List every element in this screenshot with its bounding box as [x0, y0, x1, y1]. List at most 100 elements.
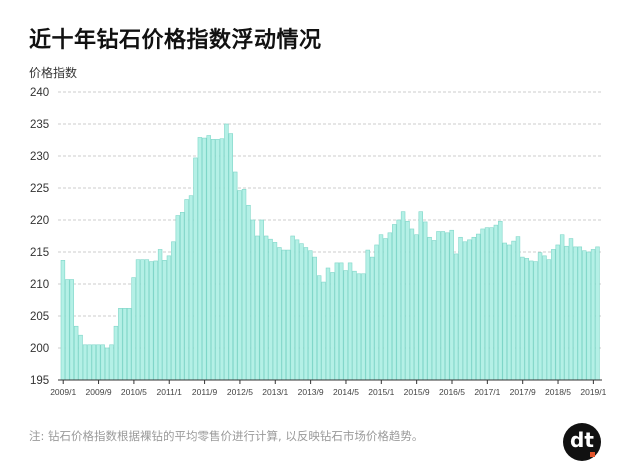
- bar: [131, 277, 136, 381]
- bar: [537, 252, 543, 381]
- bar: [184, 199, 189, 381]
- bar: [515, 236, 521, 381]
- bar: [263, 235, 269, 381]
- bar: [175, 215, 180, 381]
- x-tick-label: 2011/9: [192, 387, 218, 397]
- bar: [330, 272, 335, 381]
- x-tick-label: 2010/5: [121, 387, 147, 397]
- bars: [60, 123, 600, 381]
- bar: [202, 137, 207, 381]
- bar: [590, 249, 596, 381]
- x-axis: 2009/1 2009/9 2010/5 2011/1 2011/9 2012/5 2013…: [50, 379, 607, 397]
- logo-text: dt: [570, 428, 594, 452]
- bar: [82, 344, 88, 381]
- bar: [215, 139, 220, 381]
- bar: [69, 279, 74, 381]
- x-tick-label: 2011/1: [157, 387, 183, 397]
- bar: [228, 133, 234, 381]
- y-tick-label: 240: [30, 87, 49, 99]
- bar: [498, 220, 503, 381]
- logo-accent-icon: [590, 452, 595, 457]
- bar: [440, 231, 446, 381]
- chart-title: 近十年钻石价格指数浮动情况: [29, 28, 322, 53]
- bar: [361, 273, 366, 381]
- bar: [91, 344, 97, 381]
- y-axis-title: 价格指数: [29, 66, 78, 80]
- bar: [564, 245, 569, 381]
- y-tick-label: 220: [30, 215, 49, 227]
- bar: [586, 251, 591, 381]
- bar: [400, 211, 406, 381]
- x-tick-label: 2017/9: [510, 387, 536, 397]
- bar: [303, 247, 309, 381]
- bar: [237, 190, 242, 381]
- y-tick-label: 215: [30, 247, 49, 259]
- bar: [109, 344, 114, 381]
- x-tick-label: 2017/1: [474, 387, 500, 397]
- bar: [157, 249, 163, 381]
- y-tick-label: 195: [30, 375, 49, 387]
- bar: [140, 259, 145, 381]
- bar: [179, 212, 185, 381]
- bar: [334, 262, 340, 381]
- bar: [135, 259, 141, 381]
- bar: [524, 258, 530, 381]
- bar: [546, 259, 552, 381]
- bar: [60, 260, 66, 381]
- bar: [294, 239, 300, 381]
- bar: [100, 344, 105, 381]
- bar: [392, 224, 397, 381]
- bar: [113, 325, 119, 381]
- bar: [387, 232, 393, 381]
- bar: [286, 249, 291, 381]
- bar: [493, 224, 499, 381]
- bar: [290, 235, 295, 381]
- bar: [378, 234, 384, 381]
- bar: [210, 139, 216, 381]
- bar: [475, 233, 481, 381]
- bar: [321, 281, 326, 381]
- bar: [542, 255, 547, 381]
- y-axis-ticks: 195 200 205 210 215 220 225 230 235 240: [30, 87, 49, 387]
- x-tick-label: 2012/5: [227, 387, 253, 397]
- bar: [171, 241, 176, 381]
- bar: [520, 256, 525, 381]
- bar: [427, 236, 432, 381]
- bar: [193, 157, 198, 381]
- bar: [453, 253, 459, 381]
- bar: [422, 221, 428, 381]
- bar: [250, 219, 256, 381]
- bar: [551, 249, 556, 381]
- bar: [73, 325, 79, 381]
- bar: [104, 347, 110, 381]
- bar: [162, 260, 167, 381]
- bar: [118, 308, 123, 381]
- bar: [126, 308, 132, 381]
- x-tick-label: 2013/9: [298, 387, 324, 397]
- bar: [568, 238, 574, 381]
- bar: [96, 344, 101, 381]
- bar: [396, 219, 401, 381]
- bar: [414, 234, 419, 381]
- bar: [582, 250, 587, 381]
- bar: [219, 138, 225, 381]
- bar: [206, 135, 211, 381]
- x-tick-label: 2015/9: [404, 387, 430, 397]
- y-tick-label: 225: [30, 183, 49, 195]
- bar: [418, 211, 423, 381]
- x-tick-label: 2013/1: [262, 387, 288, 397]
- bar: [343, 270, 348, 381]
- y-tick-label: 235: [30, 119, 49, 131]
- bar: [277, 247, 282, 381]
- footnote: 注: 钻石价格指数根据裸钻的平均零售价进行计算, 以反映钻石市场价格趋势。: [29, 429, 424, 443]
- x-tick-label: 2009/1: [50, 387, 76, 397]
- bar: [555, 244, 560, 381]
- bar: [197, 137, 203, 381]
- y-tick-label: 200: [30, 343, 49, 355]
- bar: [241, 188, 247, 381]
- x-tick-label: 2016/5: [439, 387, 465, 397]
- x-tick-label: 2009/9: [86, 387, 112, 397]
- bar: [369, 256, 375, 381]
- bar: [268, 238, 273, 381]
